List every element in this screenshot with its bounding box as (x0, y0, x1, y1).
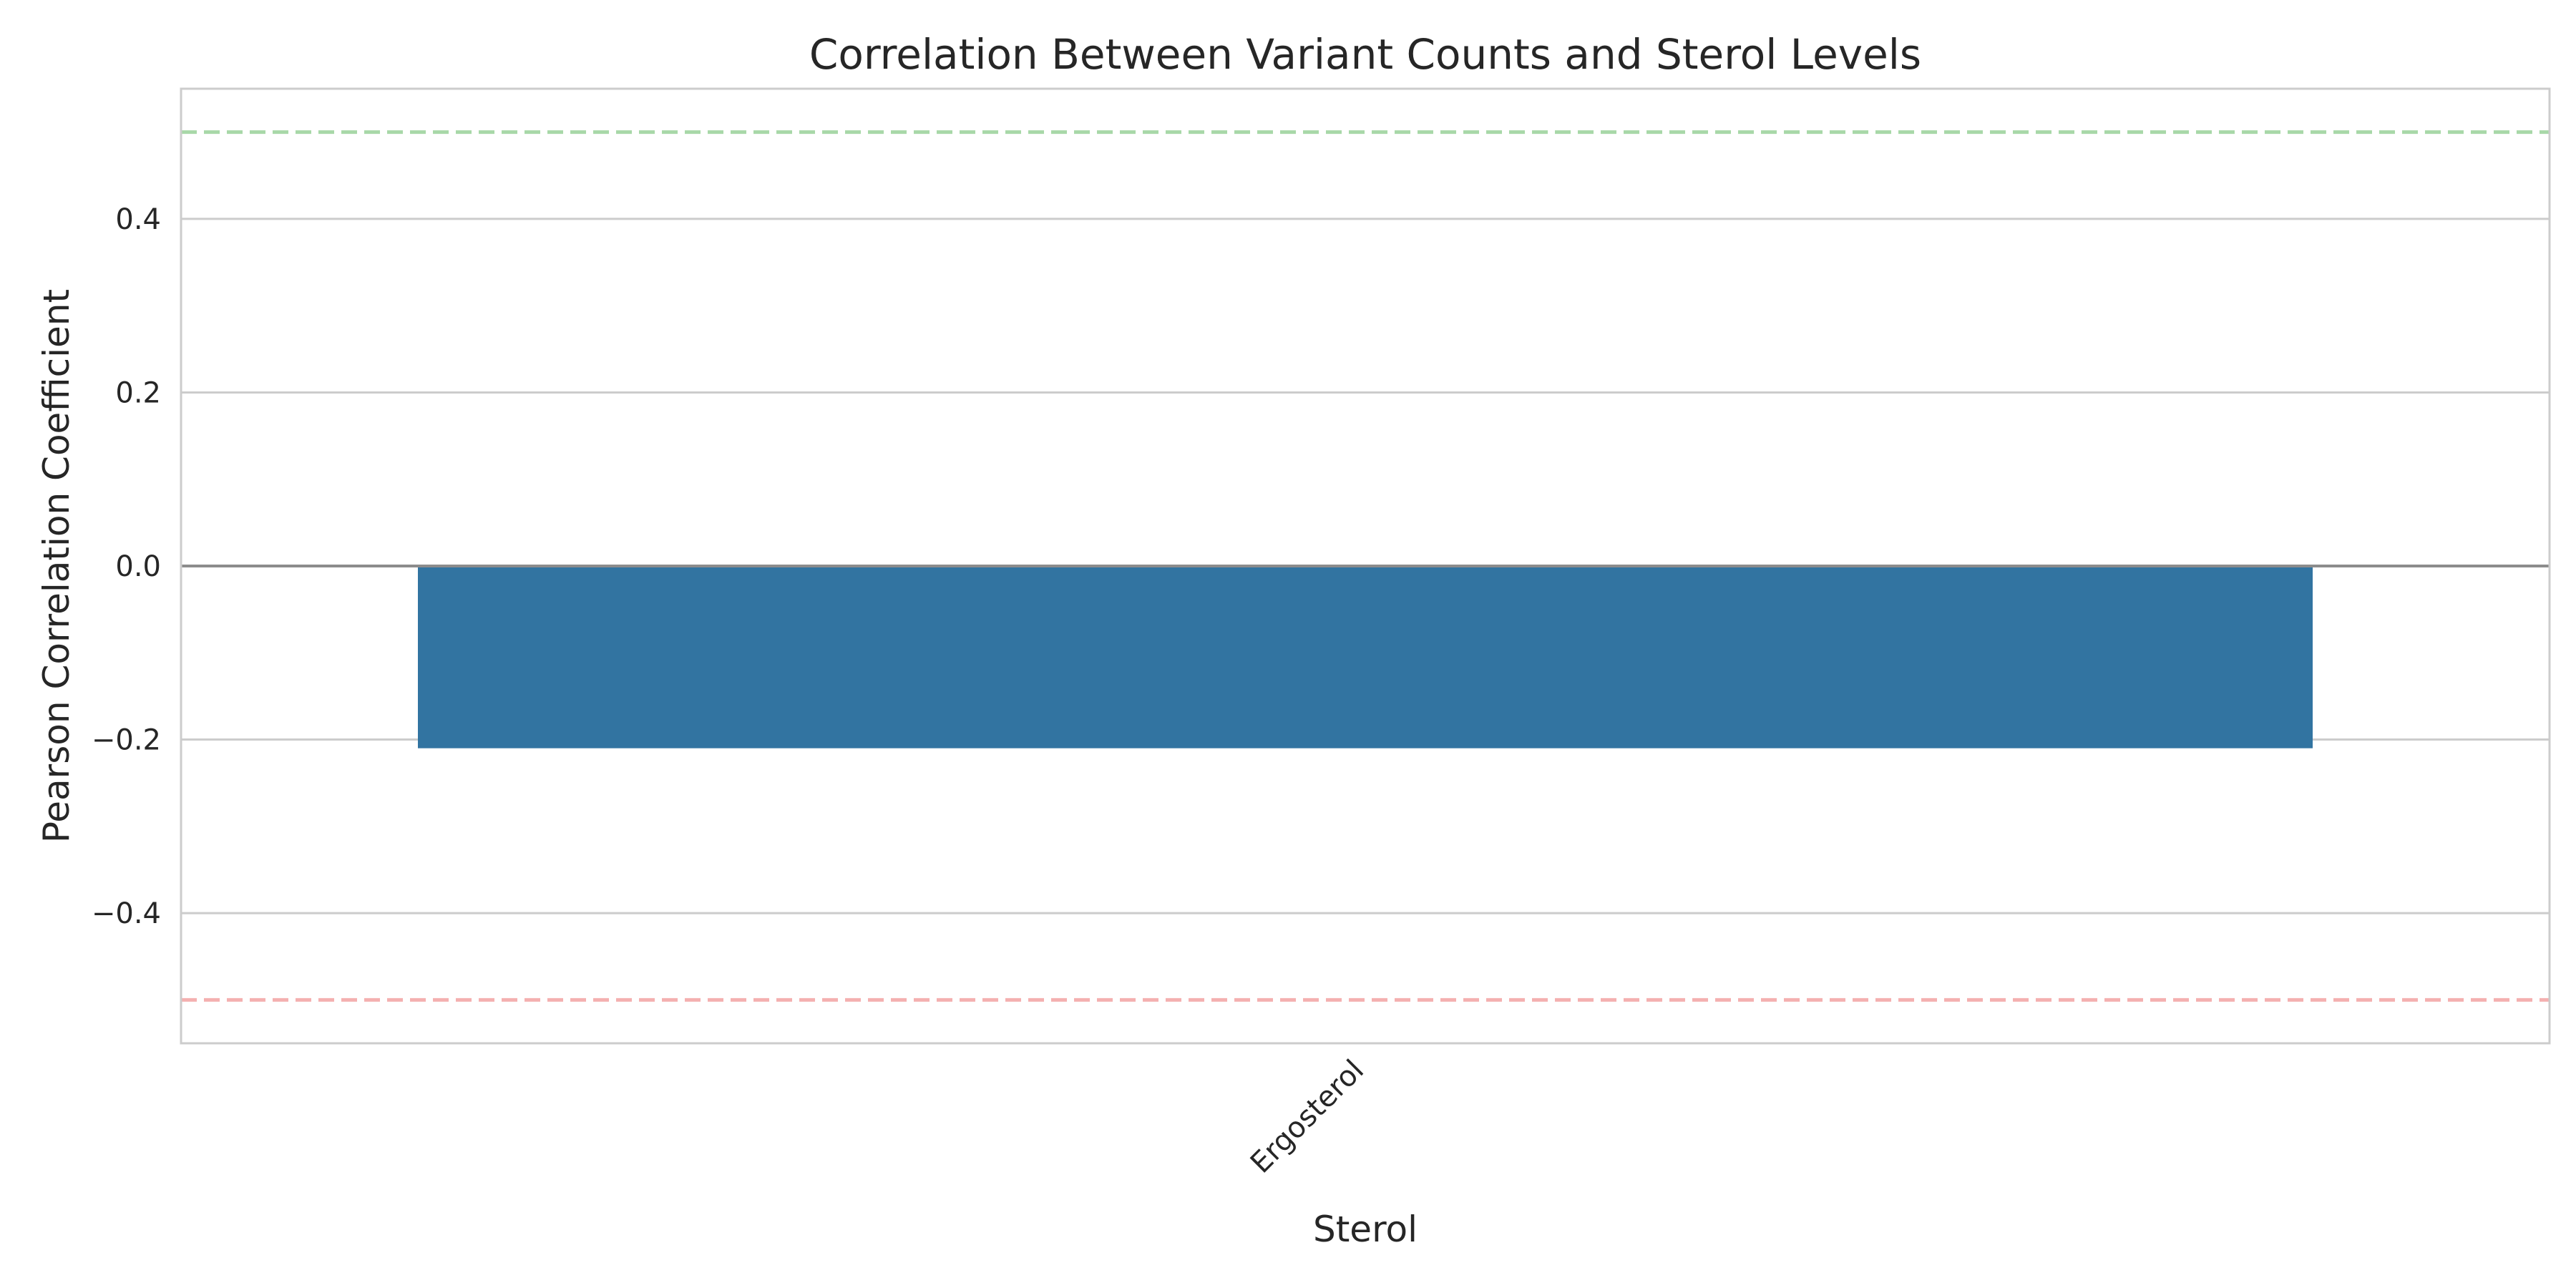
bars (418, 566, 2313, 748)
reference-lines (181, 130, 2550, 1002)
y-tick-labels: −0.4 −0.2 0.0 0.2 0.4 (92, 203, 161, 930)
y-tick-label: 0.0 (115, 550, 161, 583)
y-tick-label: −0.4 (92, 897, 161, 930)
y-tick-label: 0.2 (115, 376, 161, 409)
chart-title: Correlation Between Variant Counts and S… (809, 30, 1921, 79)
bar-ergosterol (418, 566, 2313, 748)
x-tick-labels: Ergosterol (1244, 1054, 1370, 1180)
plot-frame (180, 87, 2551, 1045)
y-tick-label: 0.4 (115, 203, 161, 236)
x-axis-label: Sterol (1313, 1209, 1418, 1250)
y-tick-label: −0.2 (92, 724, 161, 757)
y-axis-label: Pearson Correlation Coefficient (36, 289, 77, 843)
x-tick-label: Ergosterol (1244, 1054, 1370, 1180)
